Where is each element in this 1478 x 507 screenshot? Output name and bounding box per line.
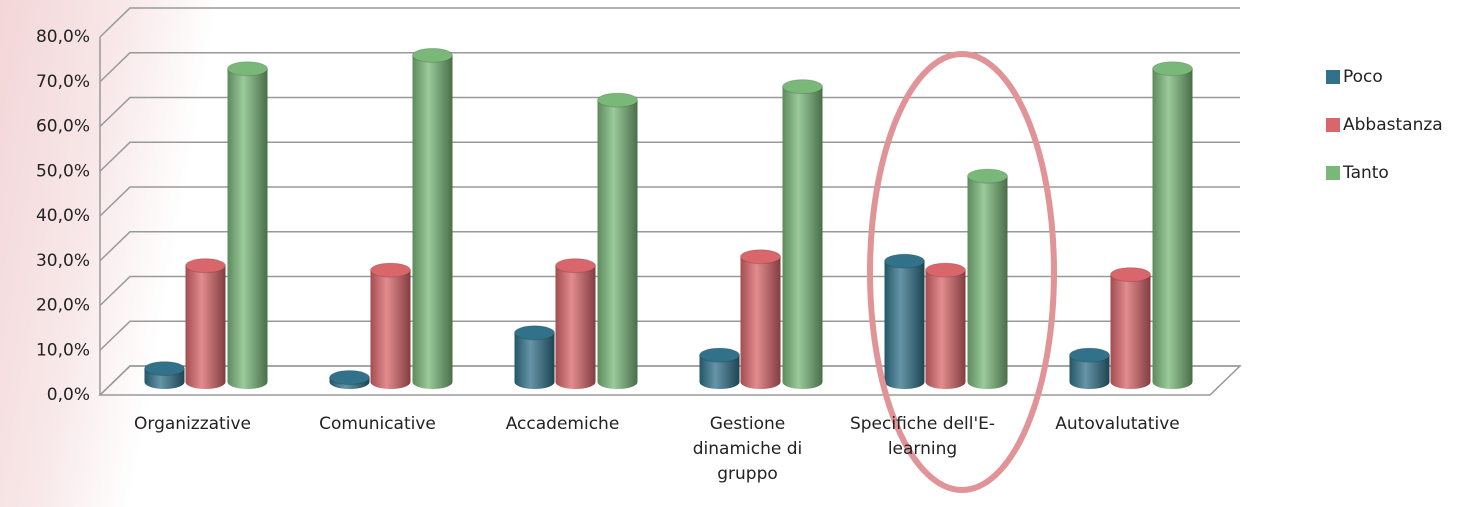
floor bbox=[98, 365, 1242, 396]
bar-top bbox=[1069, 347, 1110, 363]
bar-top bbox=[514, 325, 555, 341]
bar-body bbox=[412, 55, 453, 382]
bar bbox=[1069, 347, 1110, 389]
bar-top bbox=[699, 347, 740, 363]
y-tick-label: 0,0% bbox=[47, 385, 90, 405]
bar bbox=[1152, 61, 1193, 389]
bar-top bbox=[185, 258, 226, 274]
grid-line bbox=[99, 7, 1240, 38]
y-tick-label: 50,0% bbox=[36, 161, 90, 181]
x-tick-label: Accademiche bbox=[505, 414, 620, 434]
bar-top bbox=[597, 92, 638, 108]
grid-line bbox=[99, 365, 1240, 396]
x-tick-label: Organizzative bbox=[134, 414, 251, 434]
bar-body bbox=[514, 332, 555, 382]
bar-top bbox=[925, 262, 966, 278]
legend-label: Tanto bbox=[1342, 163, 1389, 183]
bar bbox=[925, 262, 966, 389]
bar-top bbox=[1110, 267, 1151, 283]
bar-body bbox=[782, 86, 823, 383]
bar-top bbox=[370, 262, 411, 278]
y-tick-label: 60,0% bbox=[36, 117, 90, 137]
bar-body bbox=[227, 68, 268, 382]
bar bbox=[967, 168, 1008, 389]
x-tick-label: Gestione dinamiche di gruppo bbox=[692, 414, 803, 484]
bar-body bbox=[555, 265, 596, 382]
bar-body bbox=[925, 270, 966, 382]
bar-top bbox=[329, 370, 370, 386]
bar bbox=[185, 258, 226, 389]
bar-top bbox=[740, 249, 781, 265]
bar-body bbox=[370, 270, 411, 382]
bar-body bbox=[185, 265, 226, 382]
grid-line bbox=[99, 96, 1240, 128]
x-tick-label: Specifiche dell'E-learning bbox=[849, 414, 996, 459]
bar-body bbox=[884, 261, 925, 382]
highlight-ellipse bbox=[867, 51, 1057, 493]
grid-line bbox=[99, 275, 1240, 307]
bar bbox=[370, 262, 411, 389]
grid-line bbox=[99, 141, 1240, 172]
y-tick-label: 70,0% bbox=[36, 72, 90, 92]
legend-label: Poco bbox=[1343, 67, 1383, 87]
grid-line bbox=[99, 320, 1240, 351]
bar bbox=[514, 325, 555, 389]
bar bbox=[144, 361, 185, 389]
bar-top bbox=[227, 61, 268, 77]
bar-body bbox=[967, 176, 1008, 382]
bar bbox=[740, 249, 781, 389]
legend-swatch bbox=[1326, 118, 1340, 132]
bar bbox=[329, 370, 370, 389]
bar bbox=[555, 258, 596, 389]
bar-top bbox=[1152, 61, 1193, 77]
legend-swatch bbox=[1326, 70, 1340, 84]
grid-line bbox=[99, 52, 1240, 83]
bar-body bbox=[1152, 68, 1193, 382]
bar-top bbox=[884, 253, 925, 269]
bar-top bbox=[782, 79, 823, 95]
bar bbox=[884, 253, 925, 389]
y-tick-label: 30,0% bbox=[36, 251, 90, 271]
y-tick-label: 10,0% bbox=[36, 340, 90, 360]
y-tick-label: 80,0% bbox=[36, 27, 90, 47]
bar-top bbox=[967, 168, 1008, 184]
grid-line bbox=[99, 231, 1240, 262]
bar-top bbox=[412, 47, 453, 63]
bar bbox=[1110, 267, 1151, 389]
y-tick-label: 20,0% bbox=[36, 296, 90, 316]
bar-body bbox=[1110, 274, 1151, 382]
bar bbox=[699, 347, 740, 389]
bar bbox=[412, 47, 453, 389]
bar bbox=[227, 61, 268, 389]
bar-body bbox=[740, 256, 781, 382]
bar-top bbox=[555, 258, 596, 274]
x-tick-label: Autovalutative bbox=[1055, 414, 1180, 434]
bar-top bbox=[144, 361, 185, 377]
x-tick-label: Comunicative bbox=[319, 414, 436, 434]
legend-swatch bbox=[1326, 166, 1340, 180]
bar-body bbox=[597, 100, 638, 382]
y-tick-label: 40,0% bbox=[36, 206, 90, 226]
grid-line bbox=[99, 186, 1240, 217]
legend-label: Abbastanza bbox=[1343, 115, 1443, 135]
bar bbox=[597, 92, 638, 389]
bar bbox=[782, 79, 823, 389]
